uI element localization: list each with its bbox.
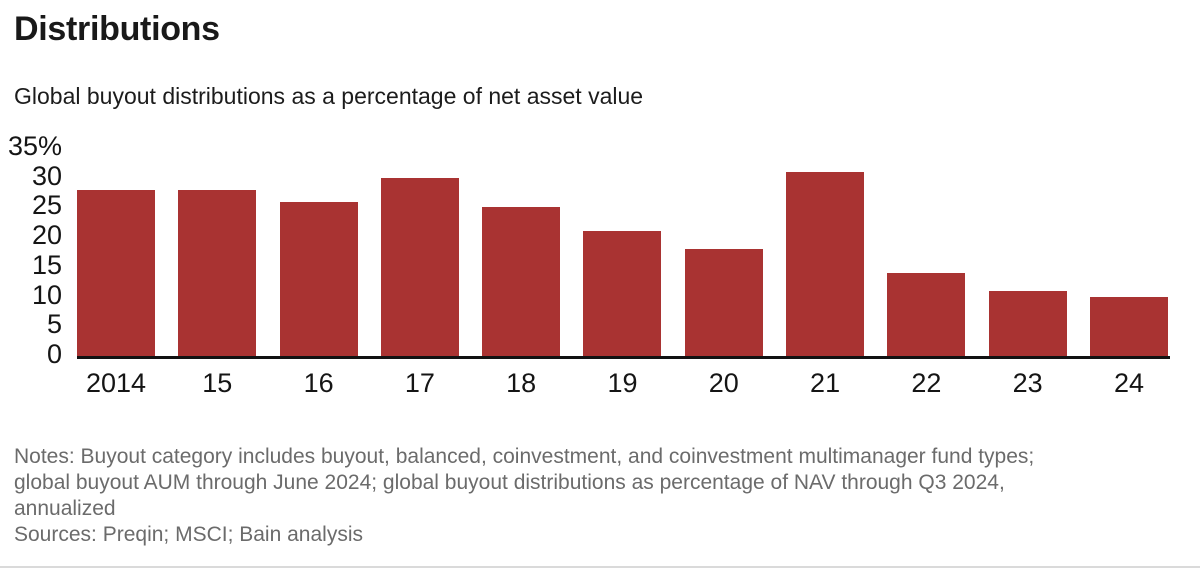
bar-17: [380, 177, 459, 356]
y-tick-label: 25: [31, 190, 62, 220]
bar-18: [482, 207, 561, 356]
chart-notes: Notes: Buyout category includes buyout, …: [14, 444, 1034, 548]
x-tick-label: 2014: [85, 368, 147, 398]
y-tick-label: 35%: [7, 131, 62, 161]
x-tick-label: 21: [810, 368, 841, 398]
bar-23: [988, 290, 1067, 356]
bar-16: [279, 201, 358, 356]
x-tick-label: 16: [303, 368, 334, 398]
chart-subtitle: Global buyout distributions as a percent…: [14, 83, 644, 109]
y-tick-label: 30: [31, 161, 62, 191]
bar-15: [178, 189, 257, 356]
x-tick-label: 24: [1113, 368, 1144, 398]
x-tick-label: 18: [506, 368, 537, 398]
y-tick-label: 5: [46, 309, 62, 339]
x-axis-line: [77, 356, 1170, 359]
notes-line: annualized: [14, 497, 116, 520]
x-tick-label: 23: [1012, 368, 1043, 398]
bar-22: [887, 272, 966, 356]
x-tick-label: 19: [607, 368, 638, 398]
plot-area: [77, 148, 1168, 356]
chart-title: Distributions: [14, 10, 220, 48]
y-tick-label: 15: [31, 250, 62, 280]
y-tick-label: 10: [31, 280, 62, 310]
x-axis-labels: 2014 15 16 17 18 19 20 21 22 23 24: [77, 367, 1168, 399]
notes-line: Notes: Buyout category includes buyout, …: [14, 445, 1035, 468]
bar-24: [1089, 296, 1168, 356]
bottom-divider-line: [0, 566, 1200, 568]
y-tick-label: 20: [31, 220, 62, 250]
notes-line: global buyout AUM through June 2024; glo…: [14, 471, 1005, 494]
bar-20: [684, 249, 763, 356]
bar-19: [583, 231, 662, 356]
y-axis: 35% 30 25 20 15 10 5 0: [0, 0, 62, 420]
x-tick-label: 15: [202, 368, 233, 398]
bar-21: [786, 171, 865, 356]
bar-2014: [77, 189, 155, 356]
y-tick-label: 0: [46, 339, 62, 369]
x-tick-label: 17: [404, 368, 435, 398]
x-tick-label: 20: [708, 368, 739, 398]
sources-line: Sources: Preqin; MSCI; Bain analysis: [14, 523, 363, 546]
x-tick-label: 22: [911, 368, 942, 398]
